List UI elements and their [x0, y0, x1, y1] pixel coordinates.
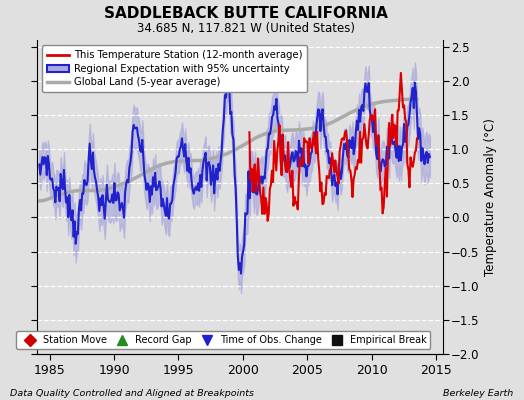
Text: 34.685 N, 117.821 W (United States): 34.685 N, 117.821 W (United States): [137, 22, 355, 35]
Text: Berkeley Earth: Berkeley Earth: [443, 389, 514, 398]
Text: SADDLEBACK BUTTE CALIFORNIA: SADDLEBACK BUTTE CALIFORNIA: [104, 6, 388, 21]
Y-axis label: Temperature Anomaly (°C): Temperature Anomaly (°C): [484, 118, 497, 276]
Text: Data Quality Controlled and Aligned at Breakpoints: Data Quality Controlled and Aligned at B…: [10, 389, 255, 398]
Legend: Station Move, Record Gap, Time of Obs. Change, Empirical Break: Station Move, Record Gap, Time of Obs. C…: [16, 331, 431, 349]
